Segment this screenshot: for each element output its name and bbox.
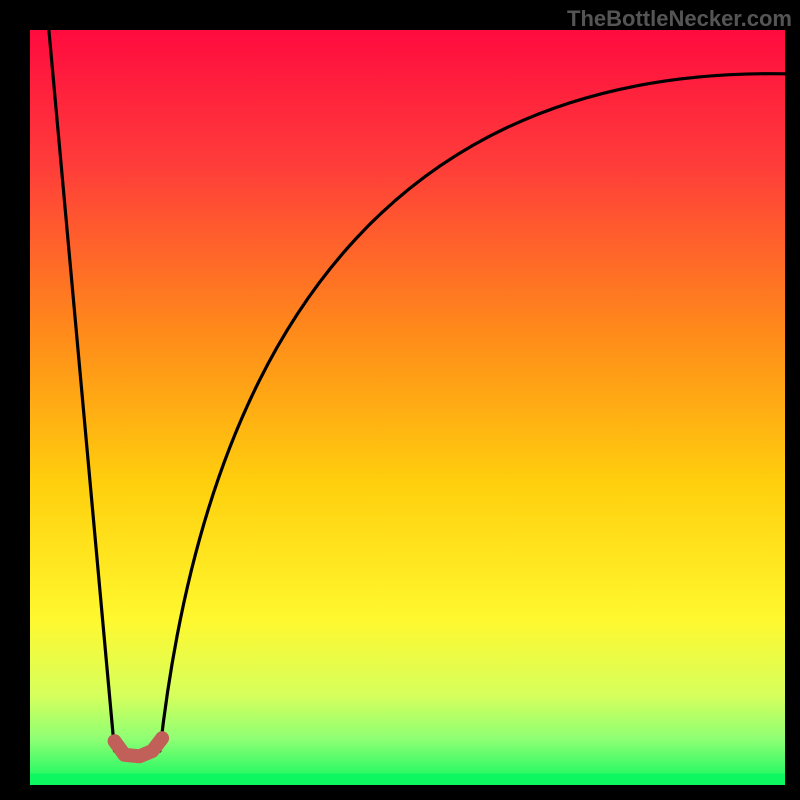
gradient-background [30, 30, 785, 785]
watermark-text: TheBottleNecker.com [567, 6, 792, 32]
bottleneck-chart [30, 30, 785, 785]
green-baseline [30, 774, 785, 785]
chart-svg [30, 30, 785, 785]
